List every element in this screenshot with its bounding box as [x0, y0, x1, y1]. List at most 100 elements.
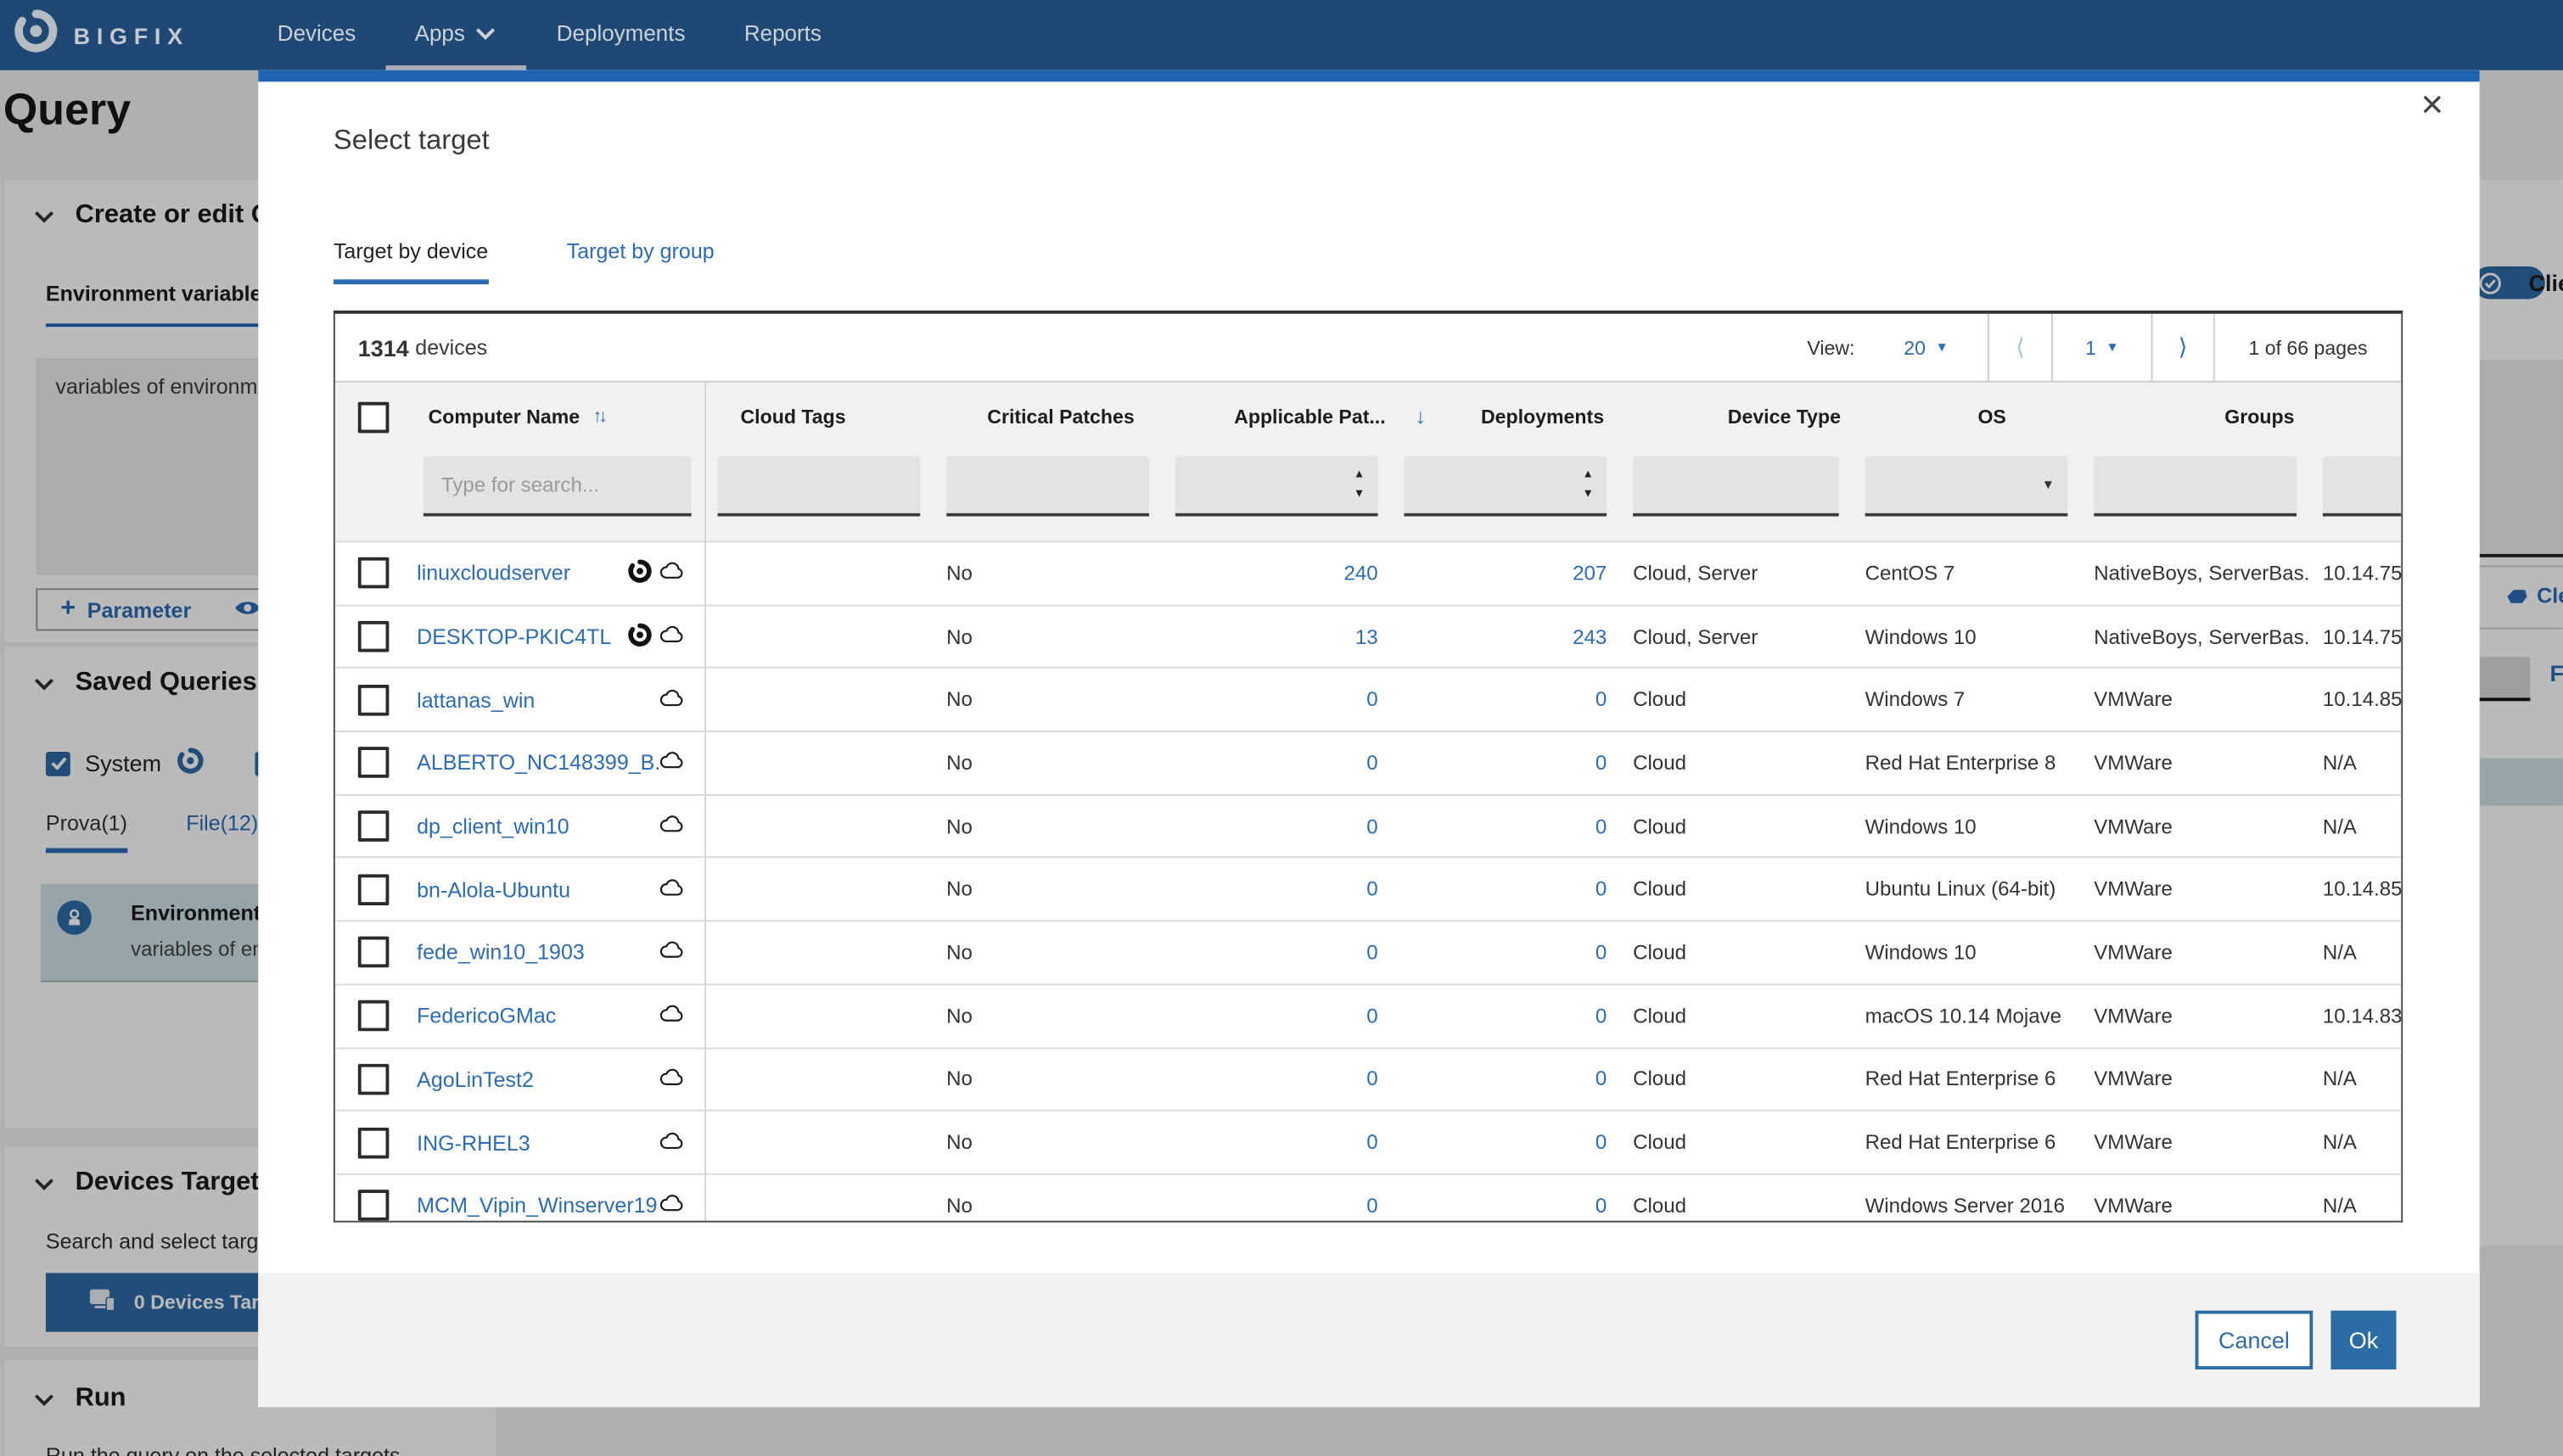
close-icon[interactable]: × — [2420, 83, 2444, 128]
next-page-button[interactable]: ⟩ — [2151, 313, 2213, 381]
device-name-link[interactable]: DESKTOP-PKIC4TL — [417, 624, 612, 649]
table-row[interactable]: ING-RHEL3 No 0 0 Cloud Red Hat Enterpris… — [334, 1112, 2402, 1175]
deployments-link[interactable]: 0 — [1595, 877, 1607, 901]
row-checkbox[interactable] — [357, 557, 390, 590]
deployments-link[interactable]: 0 — [1595, 1194, 1607, 1218]
page-size-select[interactable]: 20 — [1904, 335, 1926, 359]
bigfix-brand[interactable]: BIGFIX — [0, 0, 189, 70]
deployments-link[interactable]: 0 — [1595, 1130, 1607, 1154]
applicable-patches-link[interactable]: 0 — [1366, 751, 1378, 775]
tab-target-by-group[interactable]: Target by group — [566, 238, 715, 264]
column-header-groups[interactable]: Groups — [2224, 404, 2295, 428]
row-checkbox[interactable] — [357, 937, 390, 969]
nav-item-devices[interactable]: Devices — [277, 20, 356, 45]
deployments-link[interactable]: 0 — [1595, 1004, 1607, 1028]
applicable-patches-link[interactable]: 0 — [1366, 1004, 1378, 1028]
client-toggle[interactable] — [2473, 266, 2545, 300]
deployments-link[interactable]: 0 — [1595, 815, 1607, 838]
filter-computer-name[interactable]: Type for search... — [423, 456, 692, 517]
stepper-icon[interactable]: ▲ ▼ — [1582, 468, 1594, 501]
column-header-critical-patches[interactable]: Critical Patches — [987, 404, 1135, 428]
device-name-link[interactable]: fede_win10_1903 — [417, 940, 585, 966]
device-name-link[interactable]: dp_client_win10 — [417, 814, 569, 839]
select-all-checkbox[interactable] — [357, 401, 390, 434]
page-selector[interactable]: 1 ▼ — [2051, 313, 2151, 381]
table-row[interactable]: linuxcloudserver No 240 207 Cloud, Serve… — [334, 542, 2401, 606]
filter-cloud-tags[interactable] — [717, 456, 921, 517]
row-checkbox[interactable] — [357, 684, 390, 716]
device-name-link[interactable]: MCM_Vipin_Winserver19 — [417, 1193, 658, 1218]
row-checkbox[interactable] — [357, 1063, 390, 1095]
row-checkbox[interactable] — [357, 810, 390, 843]
tab-target-by-device[interactable]: Target by device — [333, 238, 489, 285]
device-name-link[interactable]: bn-Alola-Ubuntu — [417, 876, 571, 902]
applicable-patches-link[interactable]: 13 — [1354, 624, 1378, 648]
applicable-patches-link[interactable]: 0 — [1366, 688, 1378, 712]
table-row[interactable]: fede_win10_1903 No 0 0 Cloud Windows 10 … — [334, 922, 2402, 986]
filter-deployments[interactable]: ▲ ▼ — [1404, 456, 1607, 517]
device-name-link[interactable]: ALBERTO_NC148399_B... — [417, 750, 659, 776]
deployments-link[interactable]: 243 — [1573, 624, 1607, 648]
device-name-link[interactable]: ING-RHEL3 — [417, 1129, 530, 1155]
add-parameter-button[interactable]: + Parameter — [60, 595, 192, 623]
deployments-link[interactable]: 0 — [1595, 751, 1607, 775]
prev-page-button[interactable]: ⟨ — [1988, 313, 2051, 381]
device-name-link[interactable]: linuxcloudserver — [417, 561, 571, 586]
column-header-cloud-tags[interactable]: Cloud Tags — [740, 404, 846, 428]
filter-applicable-patches[interactable]: ▲ ▼ — [1175, 456, 1378, 517]
table-row[interactable]: MCM_Vipin_Winserver19 No 0 0 Cloud Windo… — [335, 1175, 2401, 1221]
row-checkbox[interactable] — [357, 873, 390, 905]
nav-item-reports[interactable]: Reports — [743, 20, 822, 45]
column-header-applicable-patches[interactable]: Applicable Pat... — [1234, 404, 1386, 428]
ok-button[interactable]: Ok — [2330, 1310, 2397, 1369]
device-name-link[interactable]: AgoLinTest2 — [417, 1067, 534, 1092]
filter-os[interactable]: ▼ — [1865, 456, 2068, 517]
sort-desc-icon[interactable]: ↓ — [1415, 403, 1426, 428]
device-name-link[interactable]: lattanas_win — [417, 687, 536, 713]
deployments-link[interactable]: 0 — [1595, 941, 1607, 965]
applicable-patches-link[interactable]: 0 — [1366, 1194, 1378, 1218]
tab-file[interactable]: File(12) — [186, 810, 259, 836]
table-row[interactable]: AgoLinTest2 No 0 0 Cloud Red Hat Enterpr… — [334, 1049, 2402, 1112]
filter-device-type[interactable] — [1633, 456, 1839, 517]
filter-groups[interactable] — [2094, 456, 2297, 517]
column-header-os[interactable]: OS — [1977, 404, 2006, 428]
filter-critical-patches[interactable] — [946, 456, 1149, 517]
filter-ip[interactable] — [2322, 456, 2402, 517]
applicable-patches-link[interactable]: 0 — [1366, 815, 1378, 838]
devices-targeted-heading[interactable]: Devices Targeted — [5, 1147, 496, 1198]
nav-item-deployments[interactable]: Deployments — [556, 20, 686, 45]
row-checkbox[interactable] — [357, 1000, 390, 1032]
table-row[interactable]: ALBERTO_NC148399_B... No 0 0 Cloud Red H… — [334, 732, 2402, 796]
table-row[interactable]: DESKTOP-PKIC4TL No 13 243 Cloud, Server … — [334, 606, 2401, 669]
applicable-patches-link[interactable]: 240 — [1343, 562, 1378, 585]
applicable-patches-link[interactable]: 0 — [1366, 1130, 1378, 1154]
nav-item-apps[interactable]: Apps — [384, 0, 528, 70]
table-row[interactable]: dp_client_win10 No 0 0 Cloud Windows 10 … — [334, 795, 2402, 859]
deployments-link[interactable]: 0 — [1595, 688, 1607, 712]
column-header-computer-name[interactable]: Computer Name — [428, 404, 580, 428]
right-input-fragment[interactable] — [2477, 657, 2531, 702]
clear-button[interactable]: Clear — [2507, 584, 2563, 608]
stepper-icon[interactable]: ▲ ▼ — [1353, 468, 1366, 501]
applicable-patches-link[interactable]: 0 — [1366, 877, 1378, 901]
tab-prova[interactable]: Prova(1) — [45, 810, 127, 854]
column-header-deployments[interactable]: Deployments — [1480, 404, 1605, 428]
sort-updown-icon[interactable]: ↑↓ — [592, 406, 608, 426]
applicable-patches-link[interactable]: 0 — [1366, 941, 1378, 965]
deployments-link[interactable]: 0 — [1595, 1067, 1607, 1091]
row-checkbox[interactable] — [357, 1190, 390, 1221]
table-row[interactable]: FedericoGMac No 0 0 Cloud macOS 10.14 Mo… — [334, 985, 2401, 1049]
table-row[interactable]: lattanas_win No 0 0 Cloud Windows 7 VMWa… — [334, 669, 2401, 732]
column-header-device-type[interactable]: Device Type — [1727, 404, 1841, 428]
cancel-button[interactable]: Cancel — [2195, 1310, 2313, 1369]
row-checkbox[interactable] — [357, 1127, 390, 1158]
run-heading[interactable]: Run — [5, 1359, 496, 1414]
row-checkbox[interactable] — [357, 747, 390, 779]
table-row[interactable]: bn-Alola-Ubuntu No 0 0 Cloud Ubuntu Linu… — [334, 859, 2401, 922]
deployments-link[interactable]: 207 — [1573, 562, 1607, 585]
row-checkbox[interactable] — [357, 620, 390, 652]
applicable-patches-link[interactable]: 0 — [1366, 1067, 1378, 1091]
system-checkbox[interactable] — [45, 750, 70, 776]
device-name-link[interactable]: FedericoGMac — [417, 1003, 557, 1028]
